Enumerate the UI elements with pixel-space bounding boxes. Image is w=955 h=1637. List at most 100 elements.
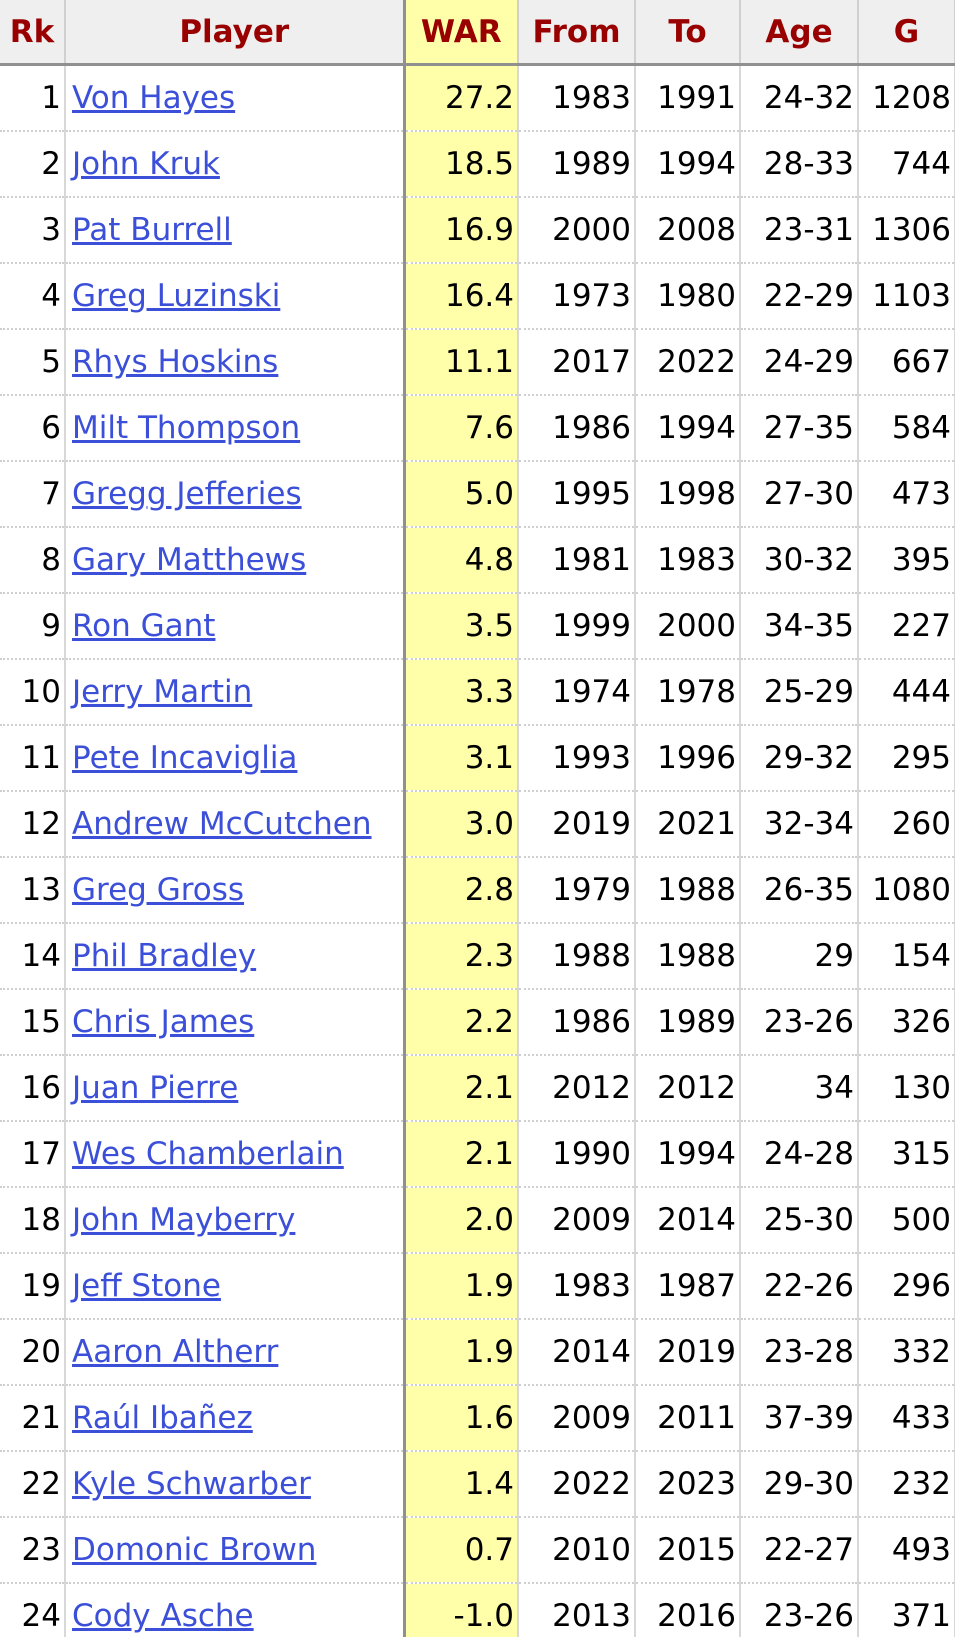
player-link[interactable]: Phil Bradley bbox=[72, 938, 257, 974]
cell: 493 bbox=[858, 1517, 955, 1584]
cell: 34-35 bbox=[740, 593, 859, 660]
player-link[interactable]: Ron Gant bbox=[72, 608, 216, 644]
player-link[interactable]: Jeff Stone bbox=[72, 1268, 221, 1304]
cell: 1981 bbox=[518, 527, 636, 594]
player-cell: John Mayberry bbox=[65, 1187, 405, 1254]
player-link[interactable]: Gregg Jefferies bbox=[72, 476, 302, 512]
player-link[interactable]: Milt Thompson bbox=[72, 410, 301, 446]
column-header[interactable]: WAR bbox=[402, 0, 519, 66]
player-link[interactable]: Aaron Altherr bbox=[72, 1334, 279, 1370]
cell: 3.3 bbox=[402, 659, 519, 726]
table-row: 18 John Mayberry 2.0 2009 2014 25-30 500 bbox=[0, 1187, 955, 1254]
table-row: 5 Rhys Hoskins 11.1 2017 2022 24-29 667 bbox=[0, 329, 955, 396]
column-header[interactable]: Rk bbox=[0, 0, 66, 66]
cell: 16.4 bbox=[402, 263, 519, 330]
player-cell: Kyle Schwarber bbox=[65, 1451, 405, 1518]
cell: 1989 bbox=[518, 131, 636, 198]
player-link[interactable]: John Kruk bbox=[72, 146, 220, 182]
player-link[interactable]: Domonic Brown bbox=[72, 1532, 317, 1568]
cell: 2021 bbox=[635, 791, 741, 858]
cell: 25-29 bbox=[740, 659, 859, 726]
player-link[interactable]: Jerry Martin bbox=[72, 674, 253, 710]
cell: 1.6 bbox=[402, 1385, 519, 1452]
cell: 13 bbox=[0, 857, 66, 924]
cell: 1995 bbox=[518, 461, 636, 528]
player-link[interactable]: Andrew McCutchen bbox=[72, 806, 372, 842]
cell: 26-35 bbox=[740, 857, 859, 924]
table-row: 2 John Kruk 18.5 1989 1994 28-33 744 bbox=[0, 131, 955, 198]
cell: 6 bbox=[0, 395, 66, 462]
cell: 7 bbox=[0, 461, 66, 528]
cell: 1973 bbox=[518, 263, 636, 330]
cell: 1974 bbox=[518, 659, 636, 726]
cell: 1.4 bbox=[402, 1451, 519, 1518]
cell: 1980 bbox=[635, 263, 741, 330]
table-row: 20 Aaron Altherr 1.9 2014 2019 23-28 332 bbox=[0, 1319, 955, 1386]
player-link[interactable]: Pat Burrell bbox=[72, 212, 232, 248]
cell: 24-28 bbox=[740, 1121, 859, 1188]
cell: 1988 bbox=[635, 857, 741, 924]
player-link[interactable]: Gary Matthews bbox=[72, 542, 307, 578]
cell: 1996 bbox=[635, 725, 741, 792]
cell: 16 bbox=[0, 1055, 66, 1122]
column-header[interactable]: From bbox=[518, 0, 636, 66]
player-link[interactable]: Raúl Ibañez bbox=[72, 1400, 253, 1436]
cell: 395 bbox=[858, 527, 955, 594]
cell: 1978 bbox=[635, 659, 741, 726]
player-link[interactable]: Rhys Hoskins bbox=[72, 344, 279, 380]
cell: 29-32 bbox=[740, 725, 859, 792]
player-link[interactable]: Wes Chamberlain bbox=[72, 1136, 344, 1172]
player-link[interactable]: John Mayberry bbox=[72, 1202, 296, 1238]
cell: 1994 bbox=[635, 131, 741, 198]
cell: 1986 bbox=[518, 989, 636, 1056]
cell: 667 bbox=[858, 329, 955, 396]
column-header[interactable]: Age bbox=[740, 0, 859, 66]
cell: 2009 bbox=[518, 1187, 636, 1254]
cell: 1988 bbox=[635, 923, 741, 990]
column-header[interactable]: Player bbox=[65, 0, 405, 66]
cell: 34 bbox=[740, 1055, 859, 1122]
cell: 296 bbox=[858, 1253, 955, 1320]
cell: 2.8 bbox=[402, 857, 519, 924]
cell: 16.9 bbox=[402, 197, 519, 264]
table-row: 13 Greg Gross 2.8 1979 1988 26-35 1080 bbox=[0, 857, 955, 924]
cell: 2.2 bbox=[402, 989, 519, 1056]
cell: 1983 bbox=[518, 64, 636, 132]
cell: 1994 bbox=[635, 395, 741, 462]
player-cell: Milt Thompson bbox=[65, 395, 405, 462]
column-header[interactable]: G bbox=[858, 0, 955, 66]
player-link[interactable]: Juan Pierre bbox=[72, 1070, 239, 1106]
cell: 17 bbox=[0, 1121, 66, 1188]
header-row: Rk Player WAR From To Age G bbox=[0, 0, 955, 66]
player-link[interactable]: Greg Gross bbox=[72, 872, 245, 908]
player-link[interactable]: Cody Asche bbox=[72, 1598, 254, 1634]
cell: 1979 bbox=[518, 857, 636, 924]
cell: 1993 bbox=[518, 725, 636, 792]
cell: 29 bbox=[740, 923, 859, 990]
cell: 10 bbox=[0, 659, 66, 726]
cell: 232 bbox=[858, 1451, 955, 1518]
table-body: 1 Von Hayes 27.2 1983 1991 24-32 1208 2 John Kru… bbox=[0, 64, 955, 1637]
player-cell: Gary Matthews bbox=[65, 527, 405, 594]
table-row: 16 Juan Pierre 2.1 2012 2012 34 130 bbox=[0, 1055, 955, 1122]
player-link[interactable]: Kyle Schwarber bbox=[72, 1466, 311, 1502]
table-row: 10 Jerry Martin 3.3 1974 1978 25-29 444 bbox=[0, 659, 955, 726]
cell: 24 bbox=[0, 1583, 66, 1637]
player-link[interactable]: Pete Incaviglia bbox=[72, 740, 298, 776]
player-link[interactable]: Greg Luzinski bbox=[72, 278, 281, 314]
table-row: 17 Wes Chamberlain 2.1 1990 1994 24-28 315 bbox=[0, 1121, 955, 1188]
cell: 2014 bbox=[635, 1187, 741, 1254]
player-link[interactable]: Von Hayes bbox=[72, 80, 236, 116]
player-cell: Rhys Hoskins bbox=[65, 329, 405, 396]
cell: 9 bbox=[0, 593, 66, 660]
player-link[interactable]: Chris James bbox=[72, 1004, 255, 1040]
table-row: 7 Gregg Jefferies 5.0 1995 1998 27-30 473 bbox=[0, 461, 955, 528]
column-header[interactable]: To bbox=[635, 0, 741, 66]
table-row: 9 Ron Gant 3.5 1999 2000 34-35 227 bbox=[0, 593, 955, 660]
cell: 2016 bbox=[635, 1583, 741, 1637]
cell: 1999 bbox=[518, 593, 636, 660]
cell: 0.7 bbox=[402, 1517, 519, 1584]
cell: 2012 bbox=[518, 1055, 636, 1122]
